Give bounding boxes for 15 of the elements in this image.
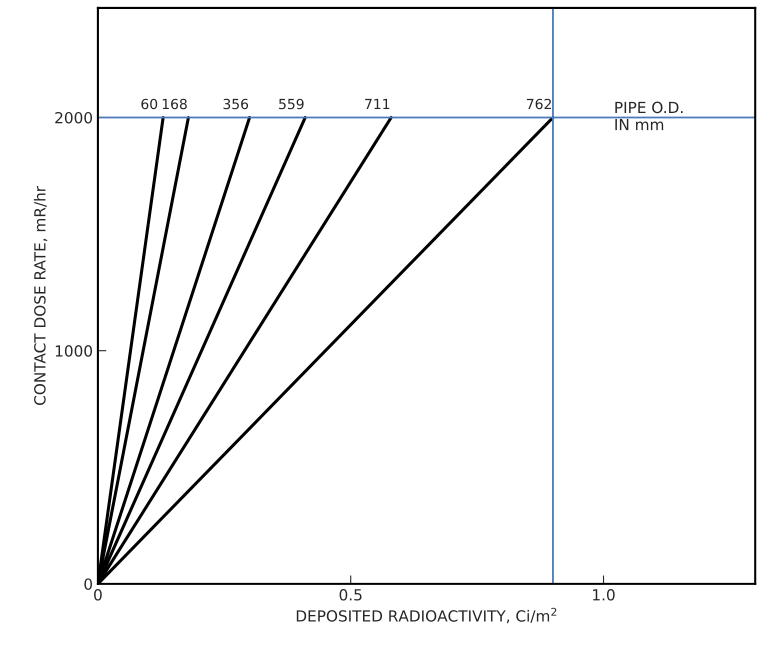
y-tick-label: 0 (84, 578, 92, 590)
y-tick-label: 1000 (56, 345, 92, 357)
series-label: 762 (526, 98, 551, 110)
series-label: 711 (365, 98, 390, 110)
x-axis-title: DEPOSITED RADIOACTIVITY, Ci/m$^{2}$ (296, 608, 556, 624)
y-axis-title: CONTACT DOSE RATE, mR/hr (34, 186, 48, 405)
series-label: 356 (224, 98, 248, 110)
x-tick-label: 1.0 (593, 589, 615, 601)
series-label: 60 (141, 98, 158, 110)
series-label: 559 (279, 98, 304, 110)
annotation: PIPE O.D. IN mm (615, 102, 683, 130)
x-tick-label: 0 (94, 589, 102, 601)
series-label: 168 (162, 98, 187, 110)
x-tick-label: 0.5 (340, 589, 362, 601)
y-tick-label: 2000 (55, 112, 92, 124)
